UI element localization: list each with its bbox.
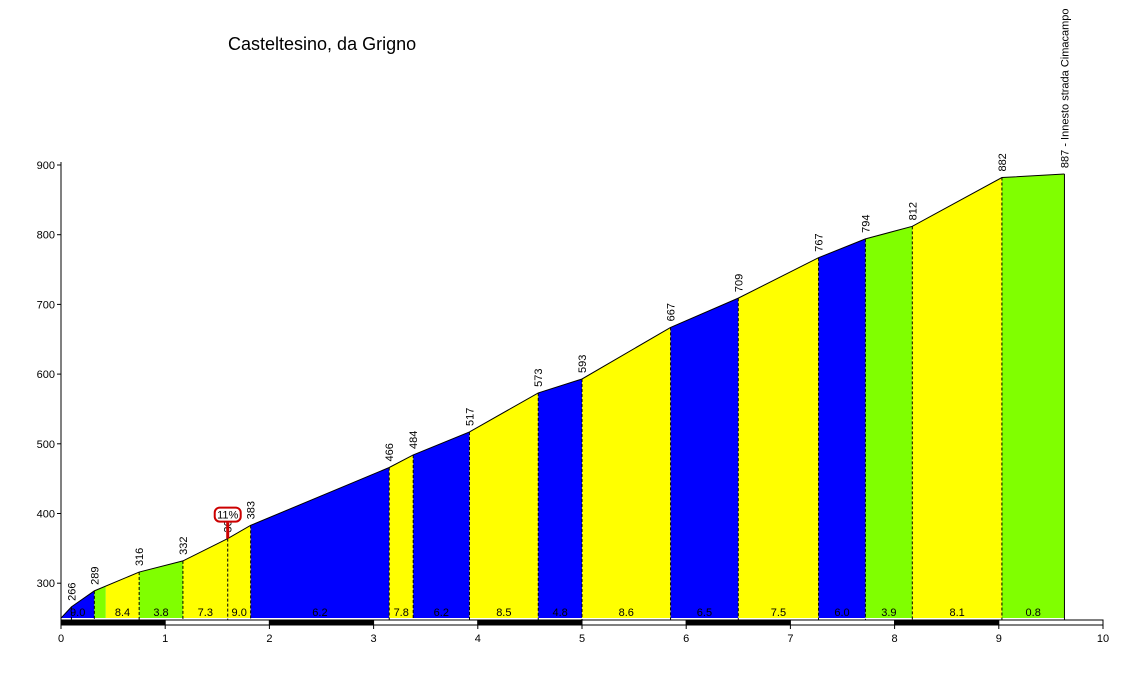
x-tick-label: 2	[266, 633, 272, 645]
x-tick-label: 8	[892, 633, 898, 645]
distance-scale-block	[60, 619, 166, 626]
y-tick-label: 900	[37, 160, 55, 172]
gradient-segment	[582, 327, 671, 619]
gradient-label: 6.5	[697, 607, 712, 619]
y-tick-label: 400	[37, 509, 55, 521]
elevation-label: 573	[533, 369, 545, 387]
gradient-segment	[94, 586, 106, 619]
gradient-segment	[912, 177, 1002, 619]
x-tick-label: 3	[371, 633, 377, 645]
elevation-label: 289	[89, 567, 101, 585]
gradient-label: 7.3	[198, 607, 213, 619]
gradient-segment	[818, 238, 866, 619]
distance-scale-block	[581, 619, 687, 626]
gradient-segment	[538, 378, 582, 619]
elevation-label: 667	[666, 303, 678, 321]
elevation-label: 332	[178, 537, 190, 555]
gradient-label: 6.2	[434, 607, 449, 619]
gradient-label: 0.8	[1026, 607, 1041, 619]
distance-scale-block	[998, 619, 1104, 626]
elevation-label: 794	[860, 215, 872, 233]
elevation-label: 517	[464, 408, 476, 426]
gradient-label: 9.0	[232, 607, 247, 619]
gradient-segment	[1001, 174, 1065, 619]
gradient-segment	[139, 560, 183, 619]
x-tick-label: 6	[683, 633, 689, 645]
elevation-label: 266	[66, 583, 78, 601]
max-gradient-label: 11%	[217, 510, 238, 522]
y-tick-label: 300	[37, 578, 55, 590]
elevation-label: 484	[408, 431, 420, 449]
elevation-label: 316	[134, 548, 146, 566]
elevation-label: 466	[384, 443, 396, 461]
gradient-segment	[182, 538, 228, 619]
y-tick-label: 500	[37, 439, 55, 451]
x-tick-label: 10	[1097, 633, 1109, 645]
gradient-label: 7.8	[394, 607, 409, 619]
distance-scale-block	[164, 619, 270, 626]
gradient-label: 6.0	[834, 607, 849, 619]
elevation-label: 767	[814, 233, 826, 251]
elevation-label: 812	[907, 202, 919, 220]
x-tick-label: 4	[475, 633, 481, 645]
gradient-segment	[670, 298, 739, 619]
gradient-segment	[738, 257, 819, 619]
gradient-segment	[61, 590, 95, 619]
gradient-label: 9.0	[70, 607, 85, 619]
y-tick-label: 600	[37, 369, 55, 381]
x-tick-label: 9	[996, 633, 1002, 645]
distance-scale-block	[477, 619, 583, 626]
gradient-label: 3.9	[881, 607, 896, 619]
elevation-label: 882	[997, 153, 1009, 171]
x-tick-label: 0	[58, 633, 64, 645]
gradient-label: 8.5	[496, 607, 511, 619]
gradient-label: 7.5	[771, 607, 786, 619]
gradient-label: 8.4	[115, 607, 130, 619]
gradient-segment	[469, 392, 539, 619]
distance-scale-block	[373, 619, 479, 626]
elevation-label: 709	[733, 274, 745, 292]
gradient-segment	[227, 525, 251, 619]
distance-scale-block	[789, 619, 896, 626]
gradient-segment	[413, 431, 470, 619]
gradient-segment	[389, 454, 414, 619]
elevation-label: 593	[577, 355, 589, 373]
x-tick-label: 7	[787, 633, 793, 645]
x-tick-label: 5	[579, 633, 585, 645]
gradient-segment	[105, 572, 140, 619]
distance-scale-block	[894, 619, 1000, 626]
gradient-label: 6.2	[312, 607, 327, 619]
max-gradient-box	[213, 506, 242, 523]
elevation-label: 887 - Innesto strada Cimacampo	[1059, 8, 1071, 168]
elevation-label: 383	[246, 501, 258, 519]
chart-title: Casteltesino, da Grigno	[228, 34, 417, 54]
profile-line	[60, 173, 1065, 619]
gradient-label: 3.8	[153, 607, 168, 619]
y-tick-label: 700	[37, 299, 55, 311]
y-tick-label: 800	[37, 230, 55, 242]
gradient-label: 8.1	[949, 607, 964, 619]
distance-scale-block	[268, 619, 375, 626]
gradient-label: 4.8	[552, 607, 567, 619]
gradient-segment	[865, 226, 913, 619]
gradient-label: 8.6	[619, 607, 634, 619]
distance-scale-block	[685, 619, 791, 626]
gradient-segment	[250, 467, 390, 619]
x-tick-label: 1	[162, 633, 168, 645]
